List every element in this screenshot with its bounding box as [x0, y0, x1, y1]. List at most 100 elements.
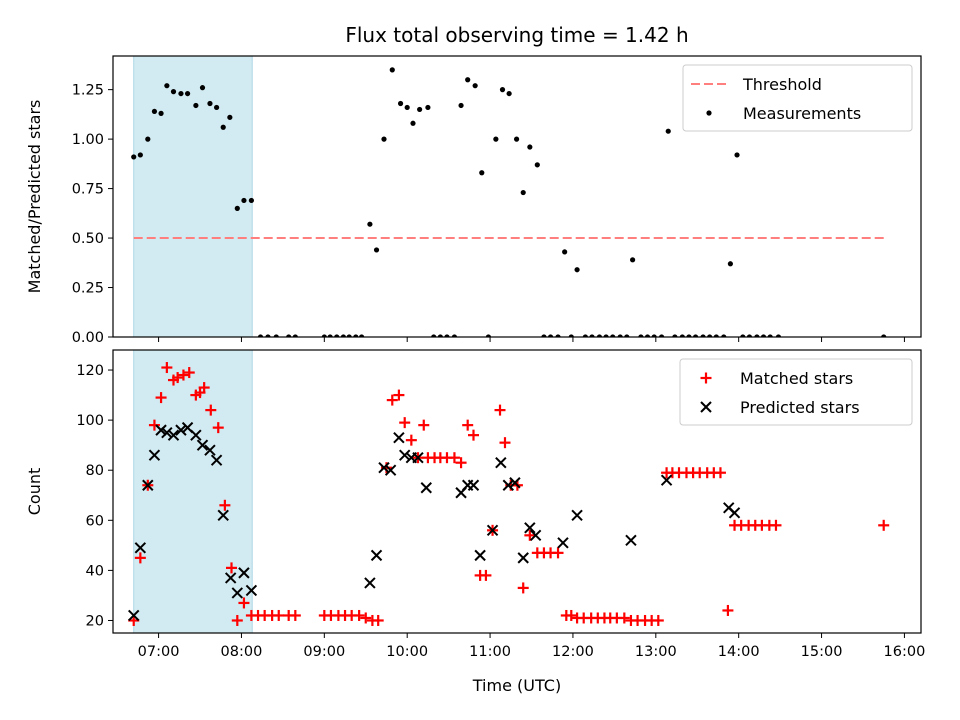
data-point — [381, 136, 387, 142]
data-point — [142, 479, 154, 491]
data-point — [213, 104, 220, 111]
data-point — [692, 334, 699, 337]
data-point-b — [196, 439, 209, 451]
data-point — [494, 404, 506, 416]
data-point — [234, 205, 240, 211]
data-point — [393, 431, 405, 444]
data-point — [226, 562, 238, 574]
data-point — [775, 334, 782, 337]
data-point — [134, 542, 147, 554]
legend-marker — [706, 110, 712, 116]
data-point-b — [517, 552, 529, 564]
data-point — [184, 90, 191, 97]
data-point — [541, 334, 547, 337]
data-point — [574, 267, 580, 273]
data-point — [227, 114, 233, 120]
data-point — [224, 572, 237, 584]
data-point — [217, 509, 229, 521]
data-point — [321, 334, 327, 337]
y-tick-label: 0.00 — [72, 330, 104, 346]
data-point-b — [486, 524, 499, 537]
data-point — [431, 334, 437, 337]
x-tick-label: 12:00 — [552, 644, 594, 660]
data-point — [134, 552, 146, 564]
data-point — [273, 334, 279, 337]
data-point — [555, 334, 561, 337]
data-point — [770, 519, 782, 531]
data-point — [746, 334, 753, 337]
data-point — [524, 529, 536, 541]
data-point — [665, 128, 671, 134]
data-point — [404, 104, 410, 111]
data-point — [399, 449, 411, 461]
data-point-b — [509, 477, 521, 489]
data-point — [364, 577, 376, 589]
data-point — [495, 456, 507, 469]
data-point — [734, 152, 740, 158]
data-point-b — [224, 572, 237, 584]
y-axis-label: Count — [25, 468, 44, 516]
chart-title: Flux total observing time = 1.42 h — [345, 23, 688, 47]
data-point — [760, 334, 767, 337]
data-point — [131, 154, 137, 160]
y-tick-label: 1.00 — [72, 132, 104, 148]
data-point — [417, 106, 423, 113]
data-point — [161, 362, 173, 374]
data-point — [204, 444, 216, 456]
data-point — [557, 537, 569, 549]
legend-marker — [700, 372, 712, 384]
x-tick-label: 15:00 — [801, 644, 843, 660]
data-point — [617, 334, 623, 337]
ratio-panel: 0.00 0.25 0.50 0.75 1.00 1.25 Matched/Predicte… — [25, 55, 922, 346]
data-point — [286, 334, 292, 337]
data-point — [480, 569, 492, 581]
data-point — [451, 334, 458, 337]
data-point-b — [217, 509, 229, 521]
legend-box — [679, 358, 913, 426]
data-point — [659, 334, 665, 337]
data-point — [367, 221, 373, 227]
data-point-b — [238, 567, 250, 579]
data-point — [172, 372, 184, 384]
data-point — [346, 334, 352, 337]
data-point — [265, 334, 271, 337]
data-point — [754, 334, 760, 337]
data-point-b — [364, 577, 376, 589]
data-point — [534, 162, 540, 168]
data-point — [231, 614, 243, 626]
data-point — [582, 334, 588, 337]
data-point — [370, 549, 383, 562]
data-point — [273, 609, 285, 621]
data-point — [714, 467, 726, 479]
data-point-b — [370, 549, 383, 562]
y-tick-label: 1.25 — [72, 83, 104, 99]
legend-marker — [700, 401, 712, 413]
x-tick-label: 11:00 — [469, 644, 511, 660]
data-point — [167, 429, 180, 441]
data-point-b — [210, 454, 223, 466]
data-point — [420, 482, 432, 494]
data-point — [177, 369, 189, 381]
data-point — [444, 334, 450, 337]
data-point-b — [529, 529, 542, 542]
legend-box — [682, 64, 913, 132]
data-point — [397, 100, 404, 107]
data-point — [722, 604, 734, 616]
data-point — [412, 451, 424, 464]
data-point — [502, 479, 515, 491]
x-tick-label: 08:00 — [221, 644, 263, 660]
data-point — [728, 507, 741, 519]
data-point — [183, 367, 195, 379]
data-point — [257, 334, 264, 337]
legend-label: Matched stars — [740, 369, 853, 388]
legend: Matched stars Predicted stars — [679, 358, 913, 426]
data-point — [474, 549, 486, 562]
data-point-b — [245, 584, 258, 597]
legend-marker-b — [700, 401, 712, 413]
data-point — [418, 419, 430, 431]
series-measurements — [131, 67, 887, 337]
data-point — [241, 197, 247, 204]
data-point — [630, 257, 636, 263]
data-point — [164, 83, 170, 89]
y-tick-label: 60 — [86, 513, 104, 529]
